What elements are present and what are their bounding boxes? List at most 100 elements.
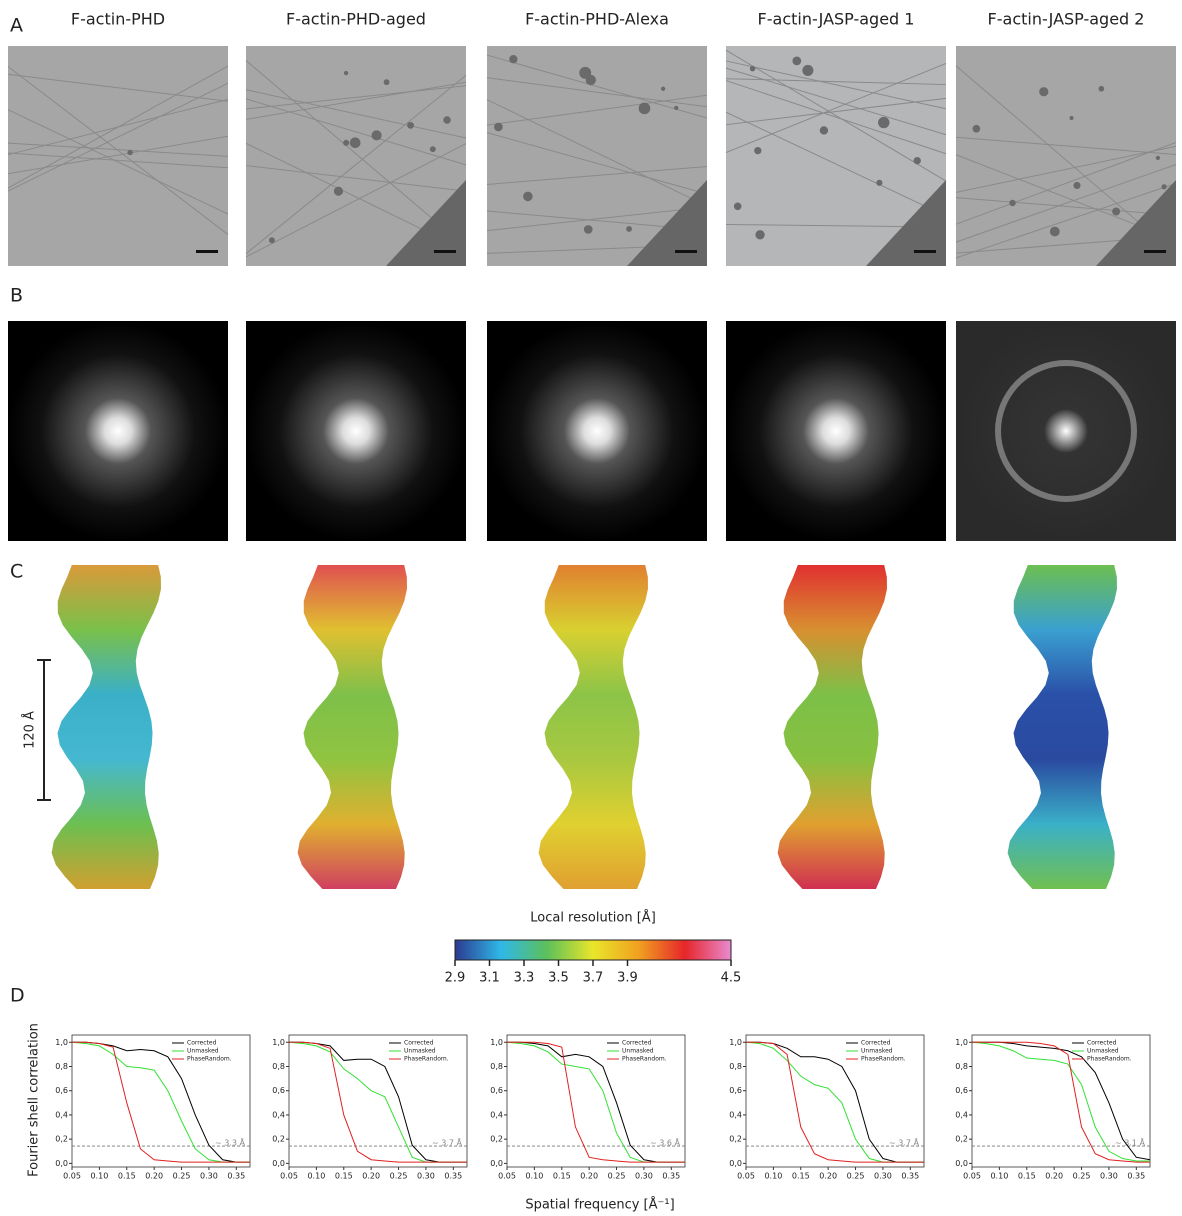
y-tick-label: 0,8 (272, 1062, 285, 1071)
power-spectrum (246, 321, 466, 541)
plot-frame (288, 1034, 468, 1168)
y-tick-label: 0,4 (490, 1110, 503, 1119)
y-tick-label: 0,4 (729, 1110, 742, 1119)
filament (486, 165, 708, 185)
x-tick-label: 0.15 (335, 1172, 353, 1181)
x-tick-label: 0.10 (764, 1172, 782, 1181)
power-spectrum (956, 321, 1176, 541)
particle (494, 122, 503, 132)
resolution-label: ~ 3.7 Å (432, 1137, 463, 1148)
filament (486, 132, 708, 195)
colorbar-tick-label: 3.5 (548, 971, 569, 986)
filament (486, 94, 708, 126)
filament (955, 163, 1177, 243)
x-tick-label: 0.35 (444, 1172, 462, 1181)
x-tick-label: 0.35 (227, 1172, 245, 1181)
filament (725, 111, 947, 217)
y-tick-label: 0,4 (955, 1110, 968, 1119)
power-spectrum (726, 321, 946, 541)
y-tick-label: 0,6 (272, 1086, 285, 1095)
x-tick-label: 0.20 (145, 1172, 163, 1181)
filament (245, 143, 467, 258)
y-tick-label: 1,0 (272, 1038, 285, 1047)
filament (245, 60, 467, 248)
colorbar-tick-label: 2.9 (445, 971, 466, 986)
y-tick-label: 0,0 (272, 1159, 285, 1168)
power-spectrum (8, 321, 228, 541)
x-tick-label: 0.25 (847, 1172, 865, 1181)
x-tick-label: 0.35 (901, 1172, 919, 1181)
fsc-curve (289, 1041, 467, 1163)
particle (127, 149, 133, 156)
x-tick-label: 0.20 (362, 1172, 380, 1181)
particle (1161, 184, 1167, 190)
particle (343, 139, 350, 146)
y-tick-label: 0,8 (955, 1062, 968, 1071)
particle (371, 130, 382, 141)
filament (245, 89, 467, 139)
scale-mark (914, 250, 936, 253)
y-tick-label: 0,2 (272, 1135, 285, 1144)
y-tick-label: 1,0 (955, 1038, 968, 1047)
colorbar-tick-label: 3.9 (617, 971, 638, 986)
filament (245, 85, 467, 110)
x-tick-label: 0.10 (990, 1172, 1008, 1181)
x-tick-label: 0.25 (608, 1172, 626, 1181)
carbon-edge (866, 180, 946, 266)
carbon-edge (627, 180, 707, 266)
filament (955, 145, 1177, 193)
legend-label: PhaseRandom. (861, 1056, 906, 1063)
filament (486, 99, 708, 207)
scale-bar-label: 120 Å (22, 711, 38, 749)
x-tick-label: 0.20 (1045, 1172, 1063, 1181)
filament (245, 165, 467, 192)
panel-label: A (10, 15, 23, 37)
particle (1073, 181, 1081, 190)
density-map (777, 565, 887, 889)
y-tick-label: 0,6 (55, 1086, 68, 1095)
x-tick-label: 0.15 (1018, 1172, 1036, 1181)
legend-label: Unmasked (622, 1048, 654, 1055)
plot-frame (506, 1034, 686, 1168)
particle (674, 105, 679, 110)
filament (7, 82, 229, 192)
legend-label: PhaseRandom. (622, 1056, 667, 1063)
legend-label: Corrected (861, 1040, 891, 1047)
legend-label: PhaseRandom. (187, 1056, 232, 1063)
x-tick-label: 0.35 (662, 1172, 680, 1181)
fsc-curve (507, 1041, 685, 1163)
colorbar-label: Local resolution [Å] (530, 910, 656, 926)
x-tick-label: 0.15 (118, 1172, 136, 1181)
filament (725, 62, 947, 154)
y-tick-label: 0,2 (490, 1135, 503, 1144)
fsc-curve (971, 1041, 1150, 1162)
plot-frame (745, 1034, 925, 1168)
particle (343, 70, 349, 76)
filament (245, 81, 467, 120)
filament (725, 80, 947, 155)
column-title: F-actin-PHD (71, 10, 165, 29)
particle (638, 102, 651, 115)
y-tick-label: 0,6 (955, 1086, 968, 1095)
particle (523, 191, 533, 202)
legend-label: Corrected (622, 1040, 652, 1047)
particle (1049, 226, 1060, 237)
x-tick-label: 0.10 (90, 1172, 108, 1181)
particle (660, 86, 666, 91)
particle (802, 64, 814, 76)
x-tick-label: 0.15 (553, 1172, 571, 1181)
x-tick-label: 0.35 (1127, 1172, 1145, 1181)
particle (792, 56, 802, 66)
particle (1069, 115, 1074, 121)
particle (749, 65, 756, 72)
x-axis-label: Spatial frequency [Å⁻¹] (525, 1197, 674, 1213)
x-tick-label: 0.05 (280, 1172, 298, 1181)
particle (876, 179, 883, 186)
x-tick-label: 0.15 (792, 1172, 810, 1181)
y-tick-label: 0,2 (955, 1135, 968, 1144)
density-map (538, 565, 648, 889)
y-tick-label: 1,0 (490, 1038, 503, 1047)
legend-label: Corrected (404, 1040, 434, 1047)
panel-label: C (10, 561, 23, 583)
